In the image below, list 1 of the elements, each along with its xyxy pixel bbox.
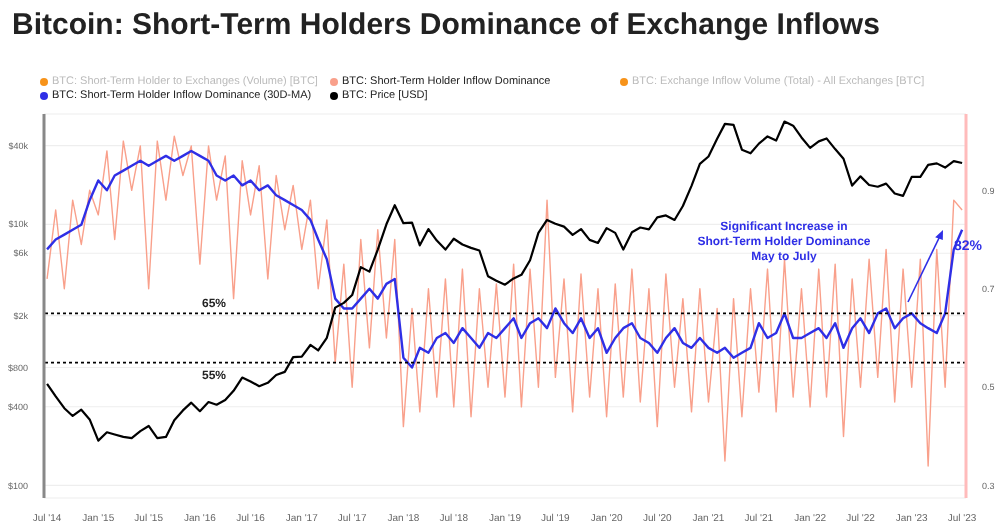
chart-title: Bitcoin: Short-Term Holders Dominance of Exchange Inflows <box>12 8 880 42</box>
